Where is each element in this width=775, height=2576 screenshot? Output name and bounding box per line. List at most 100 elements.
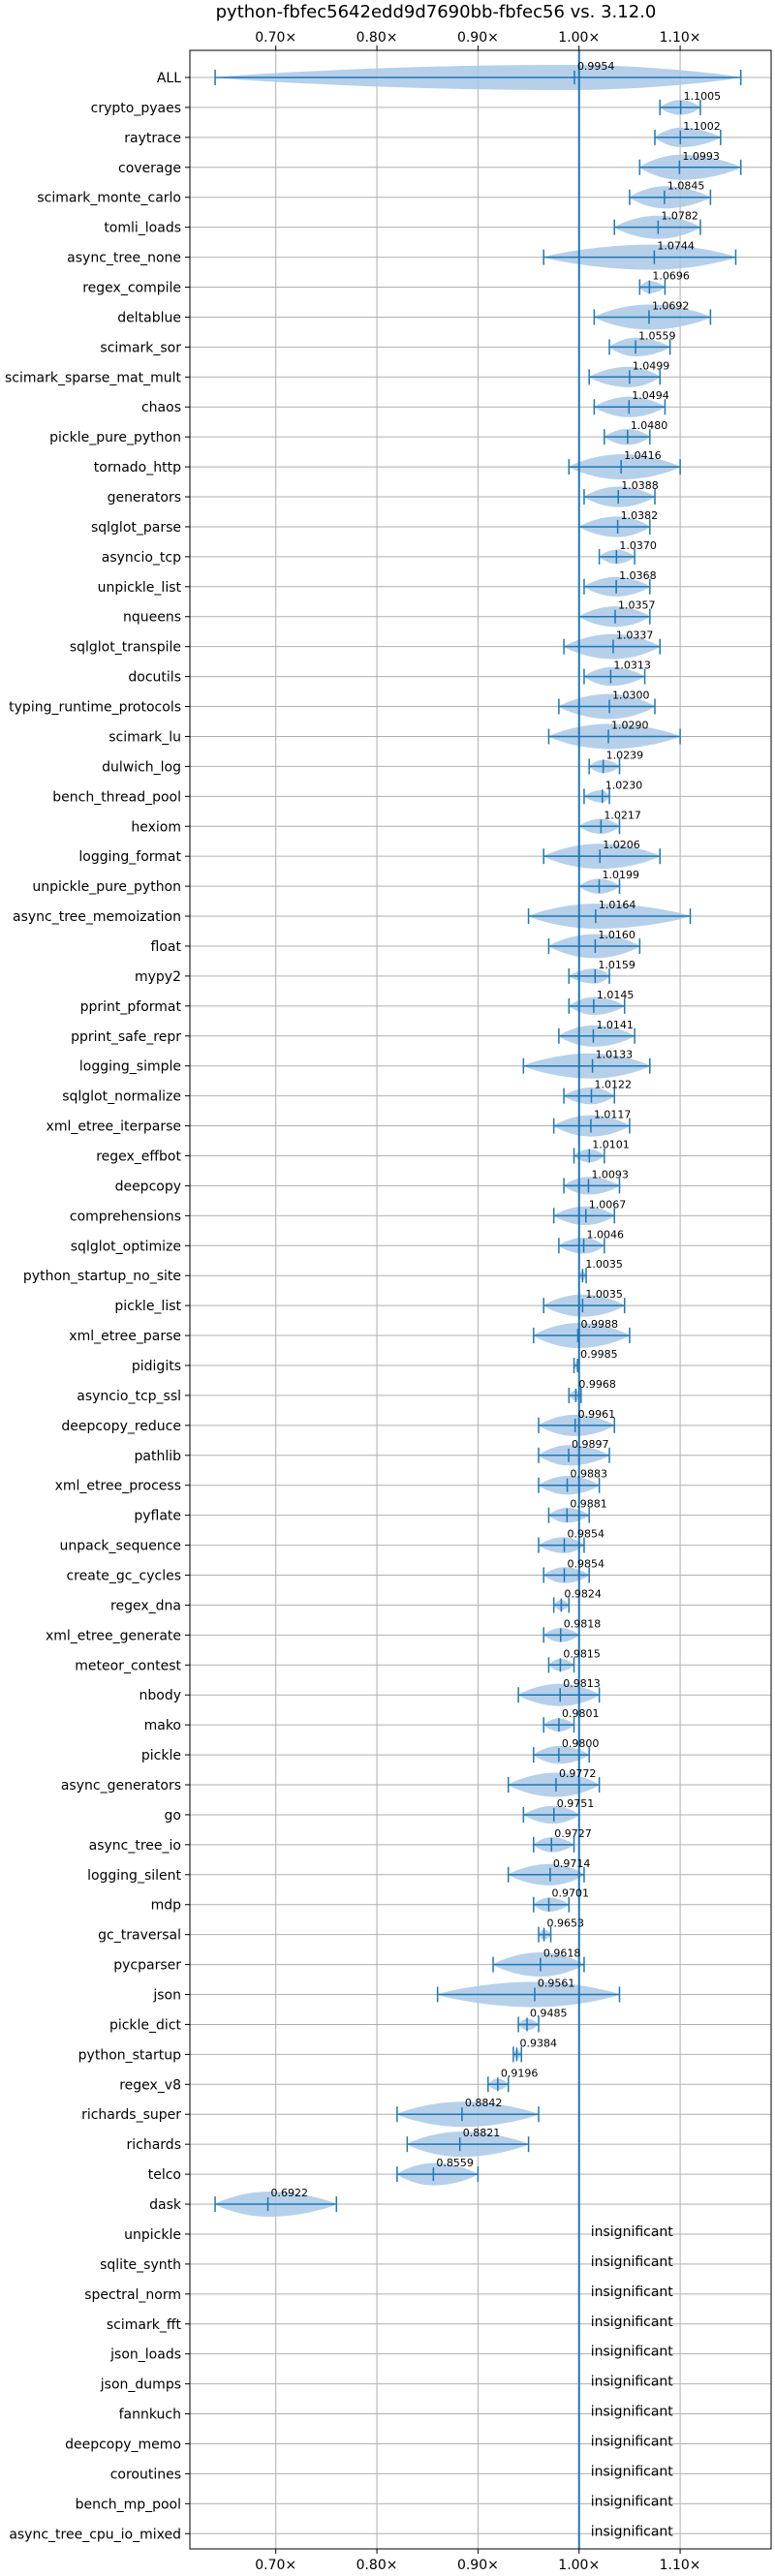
value-label: 1.0206 bbox=[603, 839, 640, 851]
value-label: 0.9751 bbox=[557, 1797, 595, 1810]
category-label: pprint_pformat bbox=[80, 999, 182, 1015]
value-label: 1.0337 bbox=[616, 629, 654, 642]
value-label: 1.0388 bbox=[621, 479, 659, 492]
category-label: scimark_sor bbox=[100, 340, 181, 355]
value-label: 1.0370 bbox=[619, 539, 657, 552]
category-label: unpickle_list bbox=[98, 580, 182, 596]
value-label: 1.0217 bbox=[604, 809, 641, 821]
category-label: pyflate bbox=[134, 1509, 181, 1524]
category-label: tornado_http bbox=[94, 460, 181, 475]
category-label: sqlglot_optimize bbox=[71, 1239, 181, 1254]
value-label: 1.0744 bbox=[657, 240, 695, 253]
value-label: 1.0160 bbox=[598, 929, 636, 941]
value-label: 1.0782 bbox=[661, 210, 698, 223]
category-label: dulwich_log bbox=[102, 759, 181, 775]
value-label: 0.9384 bbox=[519, 2037, 557, 2049]
category-label: asyncio_tcp_ssl bbox=[77, 1389, 181, 1404]
category-label: pathlib bbox=[135, 1449, 182, 1464]
value-label: 1.0035 bbox=[585, 1258, 623, 1271]
category-label: sqlglot_transpile bbox=[70, 640, 181, 656]
x-tick-label-top: 0.70× bbox=[255, 30, 296, 46]
value-label: 1.0845 bbox=[667, 180, 705, 193]
value-label: 0.9818 bbox=[564, 1617, 602, 1630]
value-label: 0.9701 bbox=[552, 1887, 590, 1900]
category-label: nqueens bbox=[123, 610, 181, 626]
category-label: mdp bbox=[151, 1898, 182, 1914]
category-label: ALL bbox=[157, 71, 181, 86]
category-label: chaos bbox=[141, 400, 181, 415]
value-label: 1.0416 bbox=[624, 449, 662, 462]
value-label: 1.0164 bbox=[599, 899, 636, 911]
category-label: create_gc_cycles bbox=[66, 1569, 181, 1584]
category-label: pycparser bbox=[113, 1958, 181, 1974]
category-label: regex_v8 bbox=[119, 2077, 181, 2093]
value-label: 1.0035 bbox=[585, 1288, 623, 1301]
value-label: 1.1002 bbox=[683, 120, 721, 133]
category-label: sqlite_synth bbox=[100, 2257, 181, 2273]
value-label: 1.0133 bbox=[596, 1049, 634, 1061]
category-label: dask bbox=[149, 2197, 182, 2213]
category-label: unpickle_pure_python bbox=[32, 879, 181, 895]
value-label: 0.9883 bbox=[571, 1468, 608, 1481]
value-label: 1.0046 bbox=[587, 1228, 625, 1241]
value-label: 0.9813 bbox=[563, 1677, 601, 1690]
category-label: deepcopy_memo bbox=[65, 2437, 181, 2452]
category-label: bench_thread_pool bbox=[52, 789, 181, 805]
x-tick-label-top: 1.00× bbox=[558, 30, 600, 46]
category-label: pidigits bbox=[132, 1359, 181, 1374]
category-label: mypy2 bbox=[135, 969, 181, 985]
category-label: go bbox=[165, 1808, 181, 1824]
category-label: meteor_contest bbox=[75, 1658, 181, 1673]
chart-title: python-fbfec5642edd9d7690bb-fbfec56 vs. … bbox=[216, 2, 657, 22]
category-label: float bbox=[151, 939, 182, 955]
value-label: 1.0117 bbox=[594, 1109, 632, 1121]
value-label: 0.9618 bbox=[543, 1947, 581, 1960]
value-label: 0.9854 bbox=[568, 1558, 605, 1571]
value-label: 1.0230 bbox=[605, 779, 643, 791]
value-label: 1.0067 bbox=[589, 1198, 627, 1211]
category-label: comprehensions bbox=[70, 1209, 181, 1224]
value-label: 1.0122 bbox=[594, 1079, 632, 1091]
category-label: richards bbox=[127, 2137, 182, 2153]
value-label: 1.0494 bbox=[632, 389, 669, 402]
value-label: 1.0145 bbox=[597, 989, 635, 1001]
category-label: json_loads bbox=[109, 2347, 181, 2363]
category-label: python_startup bbox=[78, 2047, 181, 2063]
category-label: xml_etree_generate bbox=[46, 1628, 181, 1643]
value-label: 1.1005 bbox=[684, 90, 722, 103]
insignificant-label: insignificant bbox=[591, 2494, 674, 2509]
category-label: pprint_safe_repr bbox=[71, 1029, 181, 1045]
category-label: richards_super bbox=[81, 2107, 181, 2123]
category-label: pickle_list bbox=[114, 1299, 181, 1314]
category-label: coverage bbox=[118, 161, 181, 176]
insignificant-label: insignificant bbox=[591, 2224, 674, 2240]
category-label: sqlglot_parse bbox=[91, 520, 181, 536]
value-label: 1.0993 bbox=[682, 150, 720, 163]
value-label: 1.0692 bbox=[652, 299, 690, 312]
category-label: pickle bbox=[141, 1748, 181, 1763]
category-label: xml_etree_parse bbox=[69, 1329, 181, 1344]
category-label: sqlglot_normalize bbox=[62, 1089, 181, 1105]
value-label: 0.8842 bbox=[465, 2097, 503, 2109]
category-label: hexiom bbox=[131, 819, 181, 835]
category-label: async_generators bbox=[61, 1778, 181, 1794]
value-label: 1.0559 bbox=[638, 329, 676, 342]
value-label: 0.6922 bbox=[271, 2187, 309, 2199]
category-label: deepcopy_reduce bbox=[61, 1419, 181, 1434]
value-label: 1.0300 bbox=[612, 690, 650, 702]
value-label: 0.9897 bbox=[572, 1438, 609, 1451]
category-label: scimark_fft bbox=[107, 2317, 182, 2333]
category-label: tomli_loads bbox=[104, 221, 181, 236]
value-label: 0.8821 bbox=[463, 2127, 500, 2139]
category-label: logging_format bbox=[78, 849, 181, 865]
value-label: 0.9801 bbox=[562, 1707, 600, 1720]
value-label: 0.9653 bbox=[547, 1917, 585, 1930]
value-label: 1.0696 bbox=[652, 270, 690, 283]
category-label: async_tree_io bbox=[89, 1838, 181, 1854]
value-label: 1.0159 bbox=[598, 959, 636, 971]
category-label: docutils bbox=[128, 670, 181, 686]
insignificant-label: insignificant bbox=[591, 2345, 674, 2360]
category-label: xml_etree_iterparse bbox=[46, 1119, 181, 1135]
category-label: spectral_norm bbox=[84, 2287, 181, 2303]
